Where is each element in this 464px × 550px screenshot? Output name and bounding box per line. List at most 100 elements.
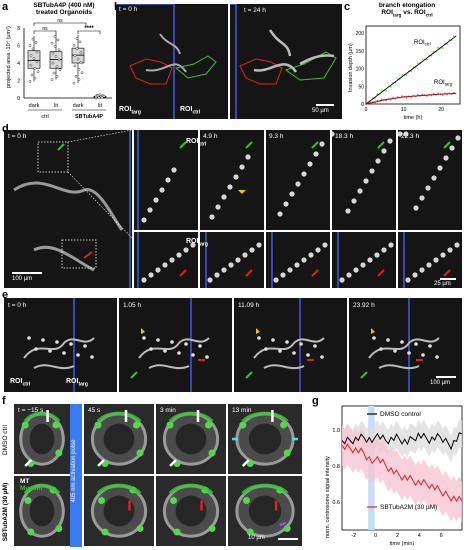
g-series — [341, 432, 463, 503]
a-datapoint — [75, 47, 79, 51]
f-image: 13 min — [228, 404, 302, 474]
g-legend-sbtub: SBTubA2M (30 µM) — [380, 504, 437, 511]
a-xtick: lit — [54, 103, 58, 109]
g-error-bands — [342, 419, 462, 522]
c-point — [416, 62, 419, 65]
f-row2-text: SBTubA2M (30 µM) — [2, 482, 9, 542]
a-datapoint — [54, 55, 58, 58]
e-image — [4, 298, 117, 392]
a-yticks: 0 2 4 6 8 — [17, 26, 20, 102]
c-point — [396, 77, 399, 80]
b-roi-targ-sub: targ — [131, 109, 141, 116]
c-ytick: 0 — [361, 102, 364, 108]
a-datapoint — [53, 45, 57, 48]
b-scalebar-label: 50 µm — [312, 108, 329, 114]
c-point — [401, 95, 403, 98]
d-time-label: 22.3 h — [401, 133, 420, 140]
c-xlabel: time (h) — [404, 115, 423, 121]
a-datapoint — [77, 68, 81, 71]
c-point — [421, 93, 424, 96]
a-datapoint — [28, 80, 32, 83]
d-time-label: 18.3 h — [335, 133, 354, 140]
a-datapoint — [74, 74, 78, 78]
image-d-overview: t = 0 h 100 µm — [4, 130, 132, 288]
a-datapoint — [31, 47, 35, 51]
a-datapoint — [55, 75, 59, 78]
f-image — [14, 476, 70, 546]
a-datapoint — [73, 54, 77, 57]
f-image: 3 min — [156, 404, 226, 474]
a-datapoint — [33, 67, 37, 70]
d-zoom-image — [200, 232, 264, 288]
a-sig-star: **** — [84, 26, 94, 32]
a-ytick: 6 — [17, 44, 20, 50]
b-roi-targ-text: ROI — [119, 106, 132, 113]
c-title-roi1: ROI — [381, 9, 393, 16]
c-point — [446, 43, 449, 46]
e-roi-ctrl-sub: ctrl — [22, 381, 31, 388]
boxplot-chart: projected area ·10⁴ (µm²) 0 2 4 6 8 ns n… — [5, 18, 112, 120]
centrosome-intensity-chart: norm. centrosome signal intensity 0.6 0.… — [325, 405, 463, 547]
d-zoom-image — [134, 232, 198, 288]
b-scalebar — [316, 104, 334, 106]
a-boxes — [27, 33, 107, 100]
f-scalebar-label: 10 µm — [248, 535, 265, 541]
a-xtick: lit — [98, 103, 102, 109]
f-image — [84, 476, 154, 546]
e-roi-ctrl-text: ROI — [10, 378, 23, 385]
a-datapoint — [56, 38, 60, 42]
panel-a-title-line1: SBTubA4P (400 nM) — [33, 2, 95, 9]
e-roi-targ-text: ROI — [66, 378, 79, 385]
a-datapoint — [28, 44, 32, 47]
g-xlabel: time (min) — [390, 541, 415, 547]
panel-c-title-line1: branch elongation — [378, 2, 436, 9]
b-t24-label: t = 24 h — [244, 7, 266, 14]
a-datapoint — [29, 63, 33, 67]
b-roi-ctrl-sub: ctrl — [192, 109, 201, 116]
d-roi-ctrl-sub: ctrl — [198, 141, 207, 148]
a-datapoint — [76, 57, 80, 61]
e-roi-ctrl-label: ROIctrl — [10, 378, 30, 387]
a-datapoint — [35, 50, 39, 54]
g-ylabel: norm. centrosome signal intensity — [325, 456, 331, 538]
c-point — [401, 73, 403, 76]
c-xtick: 10 — [401, 107, 407, 113]
e-time-label: 23.92 h — [353, 302, 375, 309]
g-ytick: 0.6 — [332, 500, 340, 506]
c-label-ctrl-b: ctrl — [425, 42, 431, 47]
c-xtick: 20 — [438, 107, 444, 113]
a-ytick: 2 — [17, 79, 20, 85]
panel-c-title-line2: ROItarg vs. ROIctrl — [352, 9, 462, 18]
a-datapoint — [53, 35, 57, 38]
a-datapoint — [75, 37, 79, 40]
c-point — [437, 46, 440, 49]
c-point — [421, 58, 424, 61]
a-datapoint — [33, 76, 37, 80]
b-roi-ctrl-label: ROIctrl — [180, 106, 200, 115]
e-image: 1.05 h — [119, 298, 232, 392]
a-ytick: 0 — [17, 96, 20, 102]
e-time-label: 1.05 h — [123, 302, 142, 309]
c-series — [365, 35, 457, 105]
elongation-chart: Invasion depth (µm) 0 50 100 150 200 0 1… — [348, 25, 461, 121]
a-group-ctrl: ctrl — [41, 114, 48, 120]
c-point — [380, 89, 383, 92]
a-datapoint — [57, 58, 61, 62]
e-t0-label: t = 0 h — [8, 302, 27, 309]
a-xticks: dark lit dark lit — [29, 103, 103, 109]
b-t0-label: t = 0 h — [119, 6, 138, 13]
a-datapoint — [58, 68, 62, 71]
c-point — [441, 47, 444, 50]
panel-label-d: d — [2, 123, 9, 135]
d-roi-ctrl-label: ROIctrl — [186, 138, 206, 147]
f-scalebar — [278, 538, 298, 540]
d-scalebar-big — [12, 272, 42, 274]
f-image: 45 s — [84, 404, 154, 474]
panel-c-title: branch elongation ROItarg vs. ROIctrl — [352, 2, 462, 18]
panel-label-e: e — [2, 289, 9, 301]
a-datapoint — [78, 40, 82, 44]
c-label-ctrl: ROIctrl — [414, 40, 431, 47]
e-roi-targ-label: ROItarg — [66, 378, 88, 387]
a-datapoint — [30, 73, 34, 77]
d-time-label: 9.3 h — [269, 133, 284, 140]
